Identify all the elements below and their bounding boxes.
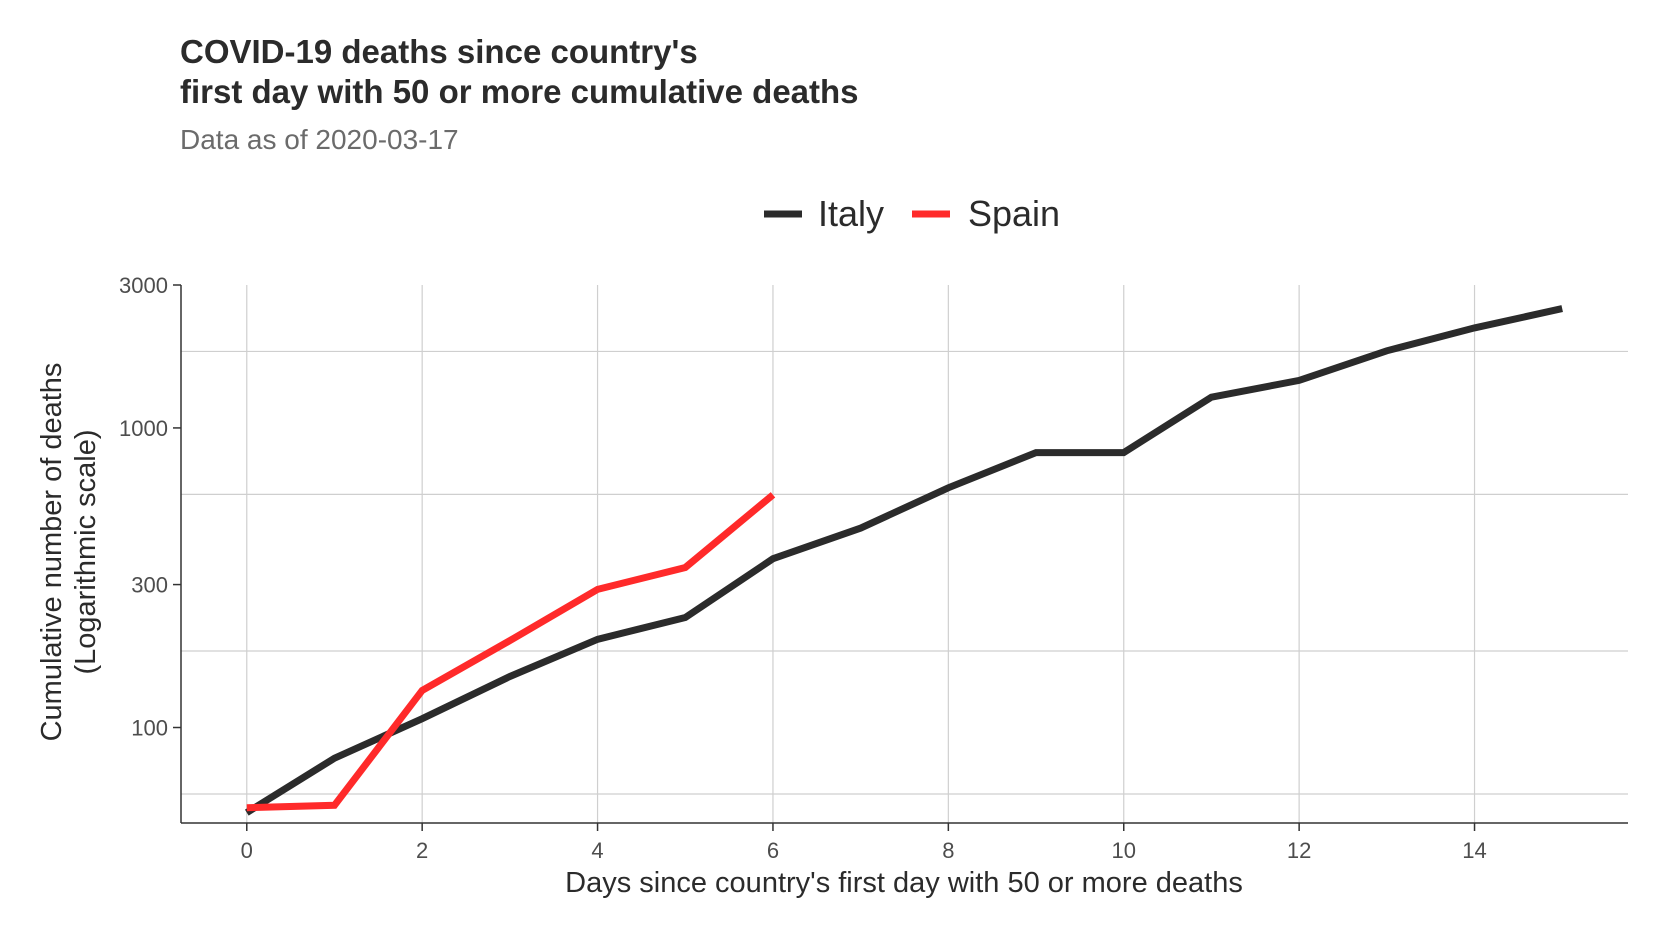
axes: 100 300 1000 3000 0 2 4 6 8 10 12 14	[119, 273, 1628, 863]
y-axis-title-line-1: Cumulative number of deaths	[36, 363, 68, 742]
chart-title-line-1: COVID-19 deaths since country's	[180, 33, 698, 70]
series	[244, 305, 1563, 816]
x-tick-label-1: 2	[416, 838, 428, 863]
legend-label-spain: Spain	[968, 193, 1060, 234]
x-tick-label-0: 0	[241, 838, 253, 863]
y-tick-label-0: 100	[131, 716, 168, 741]
x-tick-label-5: 10	[1112, 838, 1136, 863]
chart-title-line-2: first day with 50 or more cumulative dea…	[180, 73, 859, 110]
x-tick-label-3: 6	[767, 838, 779, 863]
y-axis-title: Cumulative number of deaths (Logarithmic…	[36, 363, 102, 742]
x-tick-label-7: 14	[1462, 838, 1486, 863]
series-line-spain	[246, 492, 776, 812]
grid	[181, 285, 1628, 823]
x-tick-label-2: 4	[591, 838, 603, 863]
chart-subtitle: Data as of 2020-03-17	[180, 124, 459, 155]
y-tick-label-2: 1000	[119, 416, 168, 441]
x-axis-title: Days since country's first day with 50 o…	[565, 867, 1243, 899]
y-axis-title-line-2: (Logarithmic scale)	[70, 430, 102, 675]
x-tick-label-6: 12	[1287, 838, 1311, 863]
x-tick-label-4: 8	[942, 838, 954, 863]
y-tick-label-1: 300	[131, 573, 168, 598]
y-tick-label-3: 3000	[119, 273, 168, 298]
legend: Italy Spain	[764, 193, 1060, 234]
legend-label-italy: Italy	[818, 193, 884, 234]
series-line-italy	[244, 305, 1563, 816]
